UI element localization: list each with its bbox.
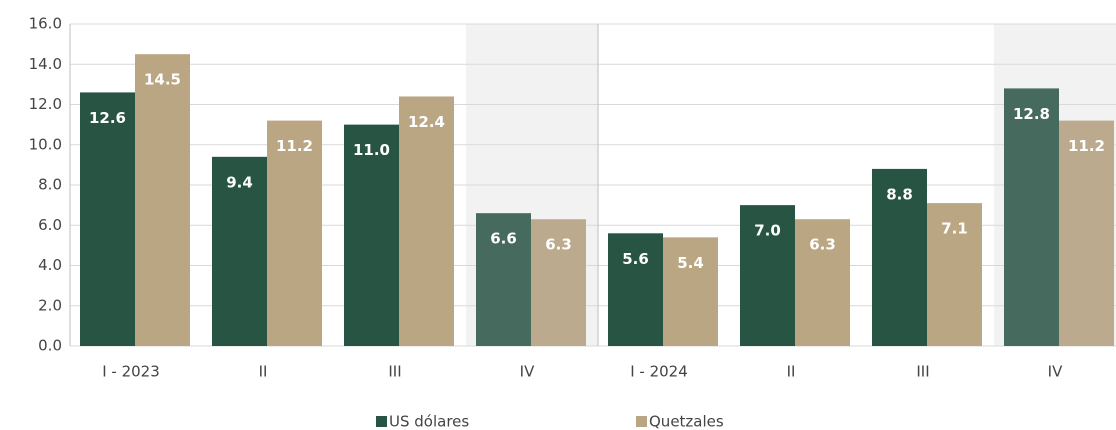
bar [212, 156, 267, 346]
x-tick-label: IV [520, 363, 535, 381]
bar [80, 92, 135, 346]
bar [267, 120, 322, 346]
value-label: 14.5 [144, 71, 181, 89]
value-label: 8.8 [886, 185, 913, 203]
y-tick-label: 14.0 [29, 55, 62, 73]
legend-label: US dólares [389, 413, 469, 430]
bar [531, 219, 586, 346]
value-label: 12.8 [1013, 105, 1050, 123]
y-tick-label: 16.0 [29, 15, 62, 33]
value-label: 12.4 [408, 113, 445, 131]
legend-label: Quetzales [649, 413, 724, 430]
x-tick-label: II [259, 363, 268, 381]
bar [740, 205, 795, 346]
legend-swatch [376, 416, 387, 427]
y-tick-label: 10.0 [29, 135, 62, 153]
x-tick-label: II [787, 363, 796, 381]
value-label: 11.0 [353, 141, 390, 159]
bar [1059, 120, 1114, 346]
bar [135, 54, 190, 346]
value-label: 9.4 [226, 173, 253, 191]
y-tick-label: 4.0 [38, 256, 62, 274]
value-label: 7.1 [941, 220, 968, 238]
x-tick-label: IV [1048, 363, 1063, 381]
value-label: 6.3 [809, 236, 836, 254]
value-label: 12.6 [89, 109, 126, 127]
bar [795, 219, 850, 346]
x-tick-label: I - 2023 [102, 363, 160, 381]
bar [927, 203, 982, 346]
value-label: 6.6 [490, 230, 517, 248]
bar [1004, 88, 1059, 347]
bar [608, 233, 663, 346]
x-tick-label: III [916, 363, 929, 381]
value-label: 5.4 [677, 254, 704, 272]
x-tick-label: III [388, 363, 401, 381]
x-tick-label: I - 2024 [630, 363, 688, 381]
y-tick-label: 6.0 [38, 216, 62, 234]
bar [663, 237, 718, 346]
bar [399, 96, 454, 346]
value-label: 7.0 [754, 222, 781, 240]
bar [344, 124, 399, 346]
bar [872, 168, 927, 346]
value-label: 11.2 [276, 137, 313, 155]
value-label: 5.6 [622, 250, 649, 268]
y-tick-label: 0.0 [38, 337, 62, 355]
value-label: 6.3 [545, 236, 572, 254]
value-label: 11.2 [1068, 137, 1105, 155]
y-tick-label: 2.0 [38, 296, 62, 314]
bar [476, 213, 531, 346]
y-tick-label: 8.0 [38, 176, 62, 194]
y-tick-label: 12.0 [29, 95, 62, 113]
legend-swatch [636, 416, 647, 427]
